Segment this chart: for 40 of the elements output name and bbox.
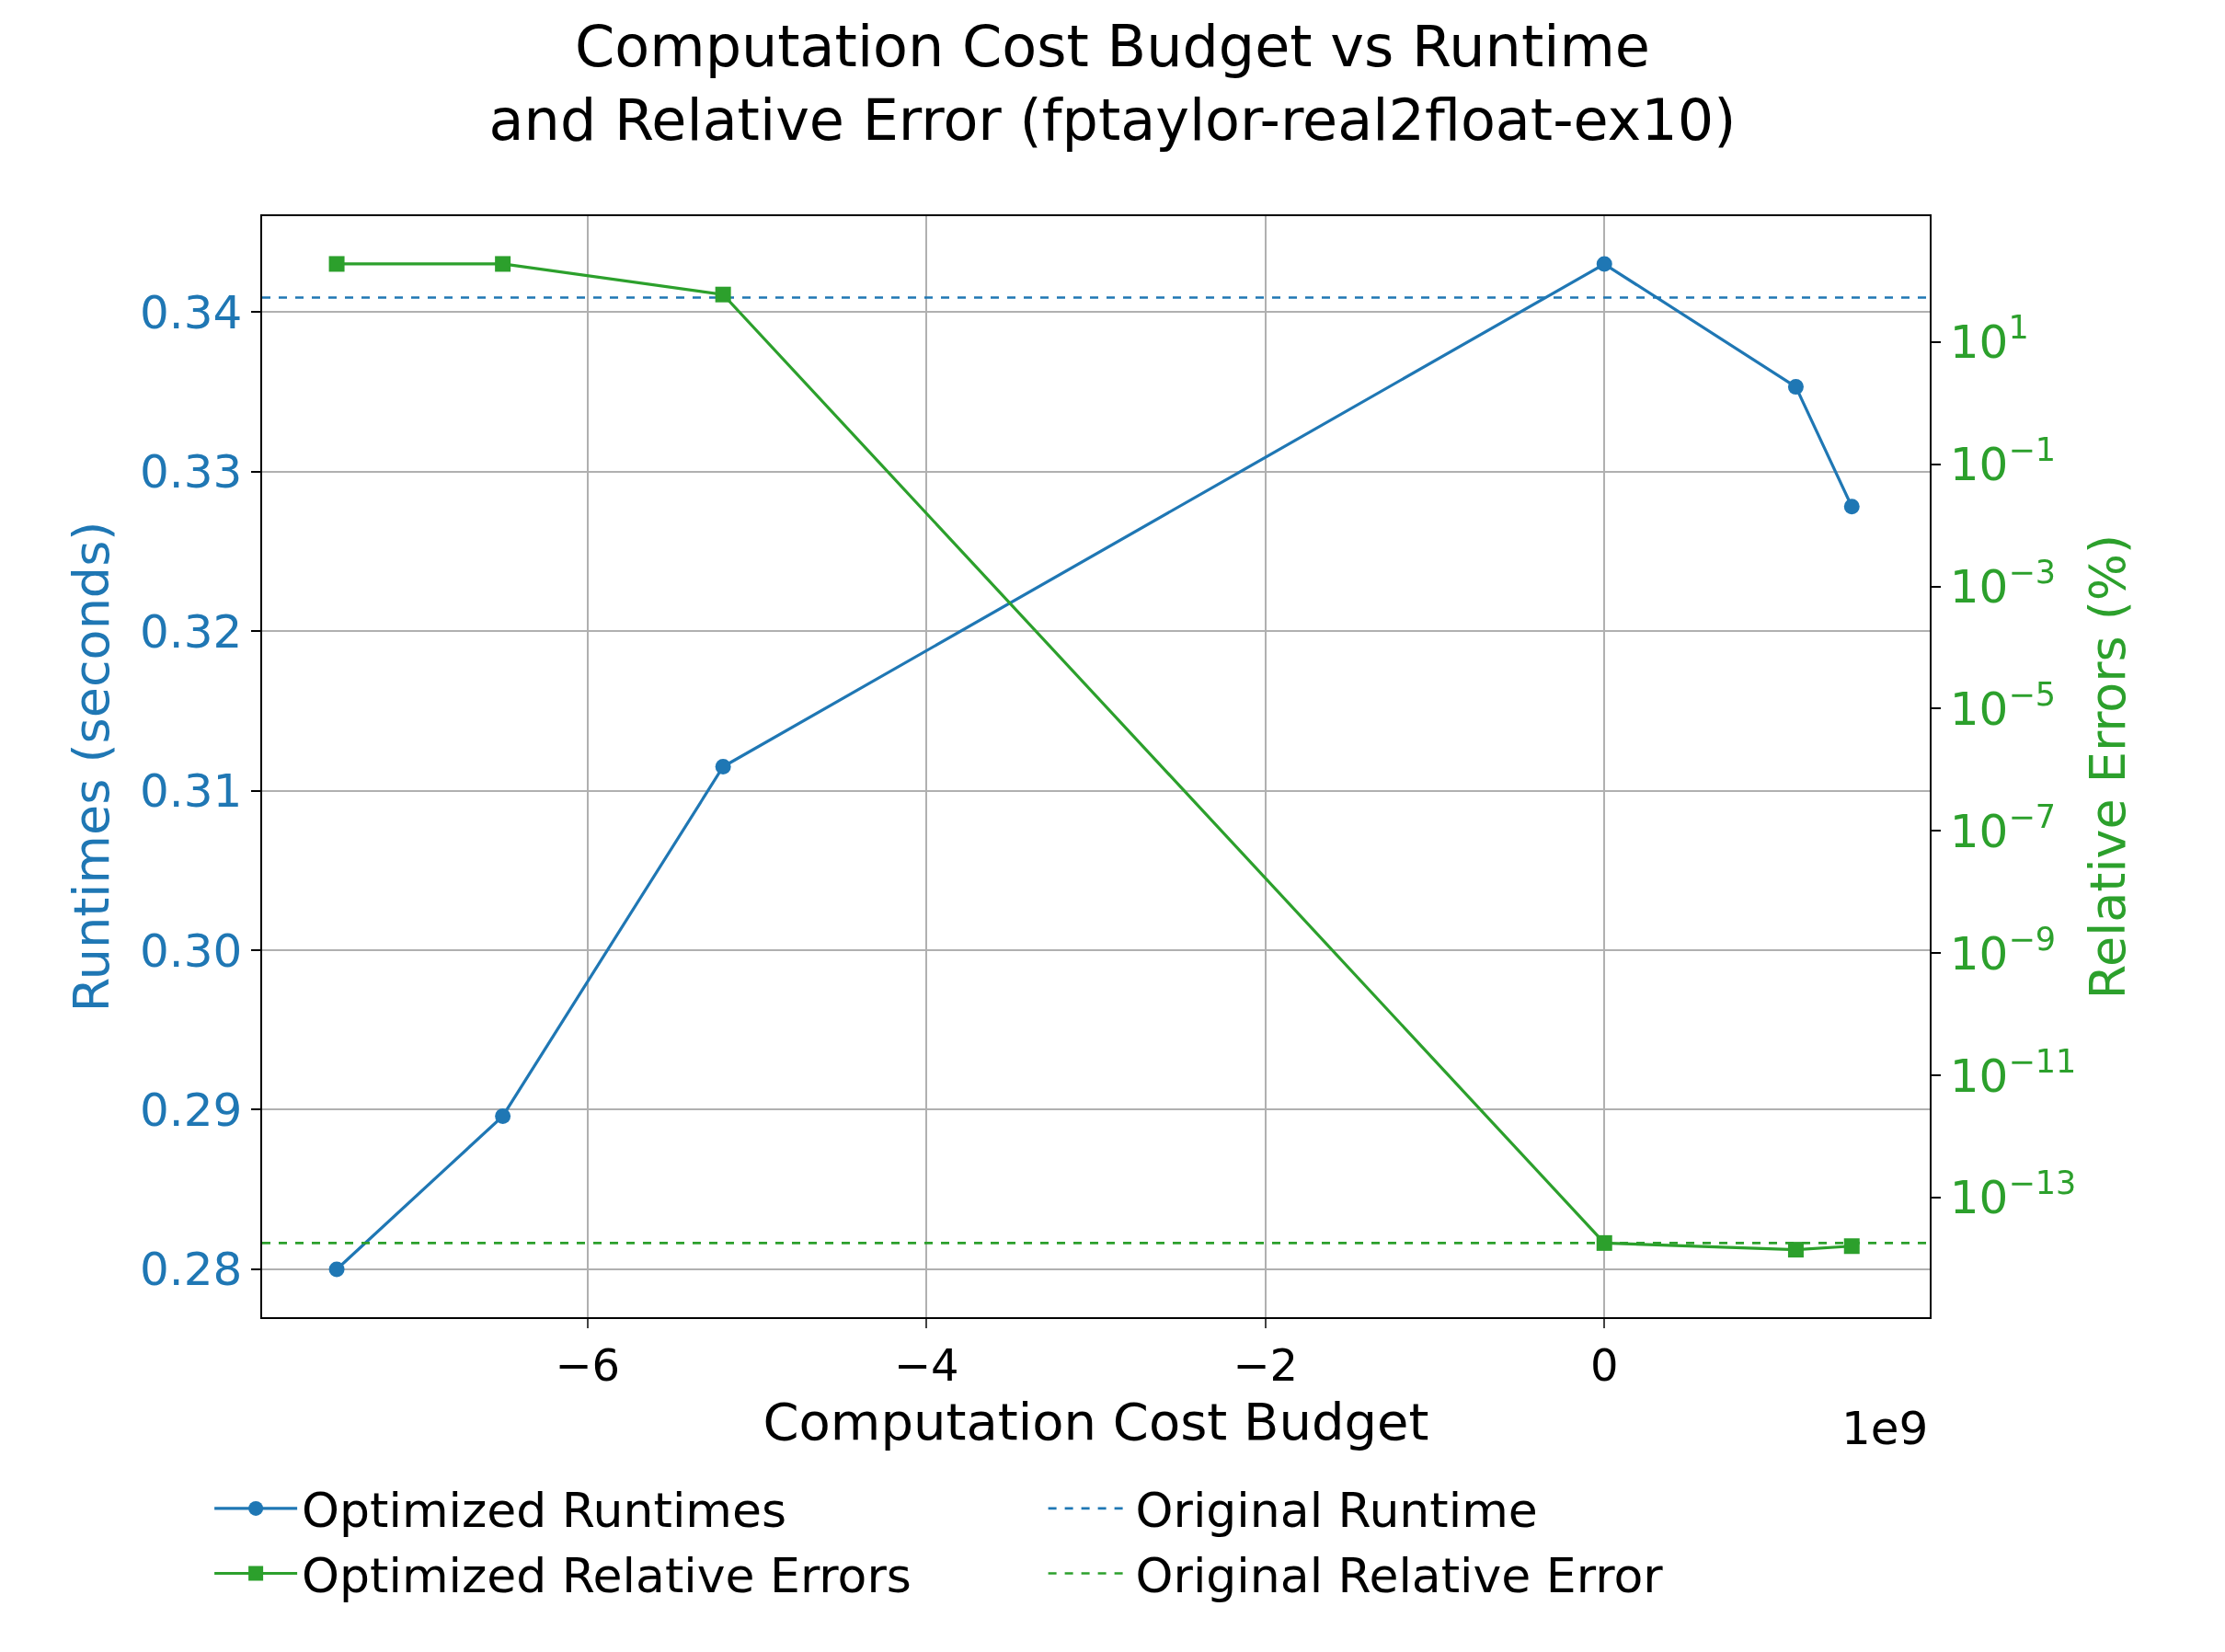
point (715, 286, 731, 303)
y-tick-label: 0.33 (139, 445, 243, 499)
point (1596, 256, 1612, 272)
y2-tick-label: 10$^{−5}$ (1949, 675, 2056, 736)
chart-title: Computation Cost Budget vs Runtime and Relative Error (fptaylor-real2float-ex10) (488, 12, 1737, 155)
point (1843, 1238, 1860, 1255)
point (1787, 1242, 1804, 1258)
y2-tick-label: 10$^{−9}$ (1949, 920, 2056, 981)
point (715, 759, 731, 774)
x-tick-label: 0 (1589, 1339, 1619, 1392)
y-axis-title: Runtimes (seconds) (63, 521, 121, 1013)
x-axis-title: Computation Cost Budget (763, 1391, 1429, 1451)
y-tick-label: 0.31 (139, 764, 243, 819)
y-tick-label: 0.30 (139, 924, 243, 978)
y2-tick-label: 10$^{−3}$ (1949, 554, 2056, 614)
legend-label: Optimized Relative Errors (302, 1547, 912, 1603)
point (495, 1107, 511, 1124)
y2-tick-label: 10$^{−7}$ (1949, 797, 2056, 858)
legend-label: Optimized Runtimes (302, 1483, 787, 1539)
point (1596, 1234, 1612, 1251)
legend-label: Original Relative Error (1135, 1547, 1664, 1603)
legend-label: Original Runtime (1135, 1483, 1538, 1539)
y-tick-label: 0.32 (139, 604, 243, 659)
x-tick-label: −2 (1233, 1339, 1299, 1392)
point (1787, 379, 1804, 396)
x-tick-label: −4 (893, 1339, 959, 1392)
point (328, 256, 345, 272)
text: 1e9 (1841, 1402, 1929, 1455)
y-tick-label: 0.28 (139, 1243, 243, 1297)
y-tick-label: 0.29 (139, 1083, 243, 1137)
x-tick-label: −6 (555, 1339, 621, 1392)
y-tick-label: 0.34 (139, 285, 243, 339)
y2-tick-label: 10$^{−1}$ (1949, 431, 2056, 492)
point (1843, 499, 1860, 515)
y2-tick-label: 10$^{1}$ (1949, 309, 2029, 370)
y2-tick-label: 10$^{−11}$ (1949, 1042, 2077, 1103)
y2-tick-label: 10$^{−13}$ (1949, 1164, 2077, 1225)
y2-axis-title: Relative Errors (%) (2079, 533, 2138, 1000)
point (495, 256, 511, 272)
point (328, 1261, 345, 1278)
